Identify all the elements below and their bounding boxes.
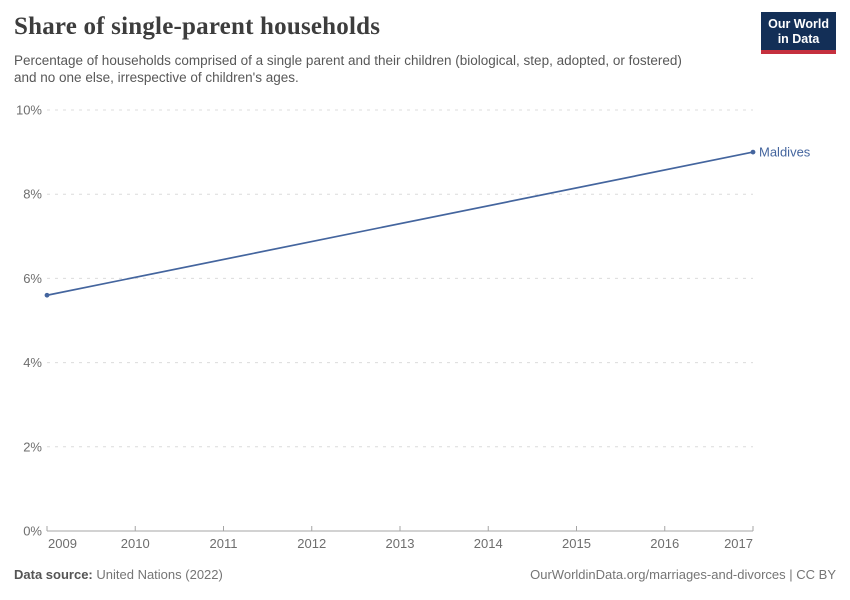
x-tick-label: 2012: [297, 536, 326, 551]
y-tick-label: 10%: [16, 103, 42, 118]
series-line-maldives[interactable]: [46, 151, 754, 297]
data-source: Data source: United Nations (2022): [14, 567, 223, 582]
chart-subtitle: Percentage of households comprised of a …: [14, 53, 682, 85]
x-tick-label: 2009: [48, 536, 77, 551]
y-tick-label: 6%: [23, 271, 42, 286]
logo-line2: in Data: [777, 32, 820, 46]
x-tick-label: 2017: [724, 536, 753, 551]
x-tick-label: 2015: [562, 536, 591, 551]
logo-line1: Our World: [768, 17, 829, 31]
page-title: Share of single-parent households: [14, 13, 381, 40]
data-source-label: Data source:: [14, 567, 93, 582]
y-tick-label: 8%: [23, 187, 42, 202]
x-tick-label: 2010: [121, 536, 150, 551]
x-tick-label: 2016: [650, 536, 679, 551]
series-point-start[interactable]: [44, 292, 50, 298]
y-tick-label: 4%: [23, 355, 42, 370]
footer-link[interactable]: OurWorldinData.org/marriages-and-divorce…: [530, 567, 836, 582]
owid-logo[interactable]: Our World in Data: [761, 12, 836, 54]
chart-footer: Data source: United Nations (2022) OurWo…: [14, 567, 836, 582]
y-tick-label: 0%: [23, 524, 42, 539]
x-tick-label: 2013: [386, 536, 415, 551]
x-tick-label: 2014: [474, 536, 503, 551]
y-tick-label: 2%: [23, 439, 42, 454]
series-label-maldives[interactable]: Maldives: [759, 145, 811, 160]
data-source-value: United Nations (2022): [96, 567, 223, 582]
x-tick-label: 2011: [210, 536, 238, 551]
series-point-end[interactable]: [750, 149, 756, 155]
